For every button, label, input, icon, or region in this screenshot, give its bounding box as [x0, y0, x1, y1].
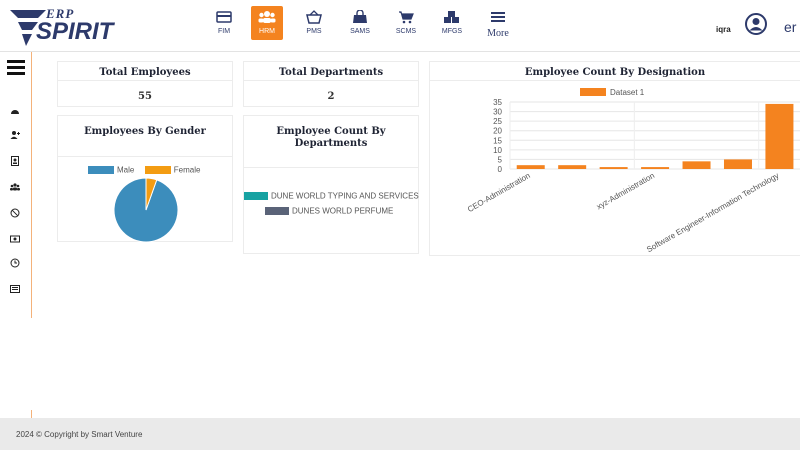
module-fim[interactable]: FIM — [203, 6, 245, 42]
legend-female-swatch[interactable] — [144, 165, 171, 174]
designation-chart-title: Employee Count By Designation — [524, 67, 706, 78]
module-nav: FIM HRM PMS SAMS SCMS — [203, 6, 523, 46]
user-name[interactable]: iqra — [716, 25, 731, 34]
footer: 2024 © Copyright by Smart Venture — [0, 418, 800, 450]
designation-bar[interactable] — [723, 159, 752, 169]
employees-by-designation-card: Employee Count By Designation Dataset 1 0… — [429, 61, 800, 256]
people-icon — [251, 10, 283, 28]
designation-bar[interactable] — [516, 165, 545, 169]
module-fim-label: FIM — [217, 28, 231, 35]
module-more[interactable]: More — [477, 6, 519, 42]
ban-icon[interactable] — [10, 208, 20, 218]
card-icon — [203, 10, 245, 28]
legend-dunes-perfume-label: DUNES WORLD PERFUME — [292, 206, 394, 216]
total-employees-value: 55 — [138, 91, 152, 102]
module-more-label: More — [487, 28, 509, 39]
cart-icon — [385, 10, 427, 28]
y-tick-label: 0 — [498, 165, 503, 174]
y-tick-label: 20 — [493, 127, 502, 136]
top-navbar: ERP SPIRIT FIM HRM PMS SAMS — [0, 0, 800, 52]
y-tick-label: 10 — [493, 146, 502, 155]
logo-spirit-text: SPIRIT — [36, 18, 114, 45]
module-mfgs[interactable]: MFGS — [431, 6, 473, 42]
bag-icon — [339, 9, 381, 28]
clock-icon[interactable] — [10, 258, 20, 268]
sidebar — [0, 52, 32, 318]
legend-male-label: Male — [117, 165, 135, 175]
gender-pie-chart — [113, 177, 179, 243]
designation-bar[interactable] — [599, 167, 628, 169]
gender-legend: Male Female — [88, 161, 200, 179]
designation-bar[interactable] — [558, 165, 587, 169]
module-pms-label: PMS — [306, 28, 322, 35]
y-tick-label: 15 — [493, 136, 502, 145]
logo-erp-text: ERP — [46, 6, 75, 21]
boxes-icon — [431, 10, 473, 28]
legend-dunes-perfume-swatch[interactable] — [265, 206, 289, 215]
sidebar-tail-line — [31, 410, 32, 418]
designation-bar[interactable] — [682, 161, 711, 169]
report-icon[interactable] — [10, 284, 20, 294]
y-tick-label: 30 — [493, 108, 502, 117]
gender-chart-title: Employees By Gender — [84, 126, 206, 137]
employees-by-gender-card: Employees By Gender Male Female — [57, 115, 233, 243]
legend-dataset-swatch[interactable] — [580, 88, 606, 96]
user-avatar-icon[interactable] — [745, 13, 767, 35]
add-user-icon[interactable] — [10, 130, 20, 140]
total-employees-title: Total Employees — [99, 67, 191, 78]
y-tick-label: 25 — [493, 117, 502, 126]
module-sams[interactable]: SAMS — [339, 6, 381, 42]
x-tick-label: xyz-Administration — [595, 171, 656, 211]
module-mfgs-label: MFGS — [441, 28, 463, 35]
dashboard-icon[interactable] — [10, 106, 20, 116]
departments-chart-title: Employee Count By Departments — [276, 126, 386, 149]
menu-icon — [477, 10, 519, 28]
total-employees-card: Total Employees 55 — [57, 61, 233, 107]
logo-mark-icon — [10, 10, 46, 46]
money-icon[interactable] — [10, 234, 20, 244]
legend-dataset-label: Dataset 1 — [610, 88, 645, 97]
departments-legend-item-2: DUNES WORLD PERFUME — [265, 202, 393, 220]
module-hrm[interactable]: HRM — [251, 6, 283, 40]
copyright-text: 2024 © Copyright by Smart Venture — [16, 430, 143, 439]
departments-legend-item-1: DUNE WORLD TYPING AND SERVICES — [244, 187, 419, 205]
basket-icon — [293, 10, 335, 28]
legend-dune-typing-swatch[interactable] — [244, 191, 268, 200]
sidebar-toggle-icon[interactable] — [7, 60, 25, 76]
module-hrm-label: HRM — [259, 28, 275, 35]
module-scms[interactable]: SCMS — [385, 6, 427, 42]
x-tick-label: CEO-Administration — [466, 171, 532, 214]
designation-bar[interactable] — [765, 103, 794, 169]
pie-slice-female[interactable] — [145, 177, 158, 211]
employees-by-departments-card: Employee Count By Departments DUNE WORLD… — [243, 115, 419, 254]
x-tick-label: Software Engineer-Information Technology — [645, 171, 780, 254]
erp-spirit-logo[interactable]: ERP SPIRIT — [8, 6, 128, 48]
id-badge-icon[interactable] — [10, 156, 20, 166]
total-departments-value: 2 — [327, 91, 335, 102]
language-selector[interactable]: er — [784, 19, 797, 35]
total-departments-title: Total Departments — [278, 67, 384, 78]
legend-dune-typing-label: DUNE WORLD TYPING AND SERVICES — [271, 191, 419, 201]
module-pms[interactable]: PMS — [293, 6, 335, 42]
legend-female-label: Female — [173, 165, 201, 175]
module-scms-label: SCMS — [395, 28, 417, 35]
module-sams-label: SAMS — [350, 28, 370, 35]
designation-bar[interactable] — [641, 167, 670, 169]
y-tick-label: 35 — [493, 98, 502, 107]
group-icon[interactable] — [10, 182, 20, 192]
total-departments-card: Total Departments 2 — [243, 61, 419, 107]
y-tick-label: 5 — [498, 155, 503, 164]
legend-male-swatch[interactable] — [88, 165, 114, 174]
